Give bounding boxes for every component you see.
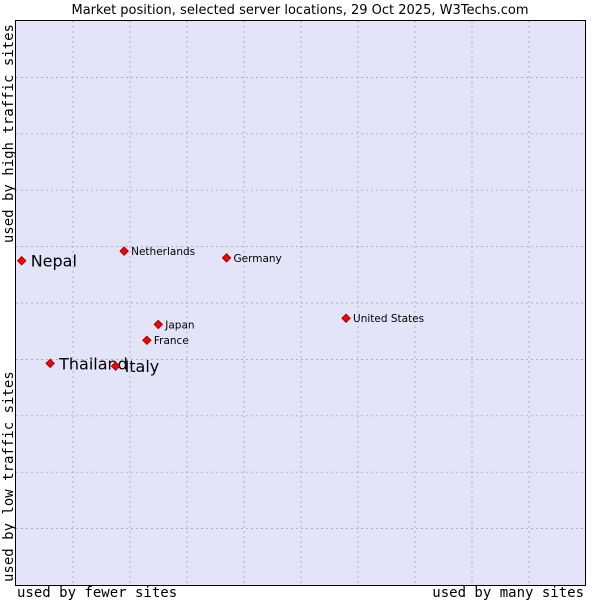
point-label-germany: Germany bbox=[234, 253, 282, 265]
point-marker-italy bbox=[110, 361, 121, 371]
point-label-netherlands: Netherlands bbox=[131, 246, 195, 258]
point-label-france: France bbox=[154, 335, 189, 347]
point-marker-netherlands bbox=[119, 246, 129, 256]
data-points: Nepal Netherlands Germany United States Japa… bbox=[16, 246, 424, 376]
point-label-italy: Italy bbox=[125, 357, 160, 376]
point-label-thailand: Thailand bbox=[58, 354, 128, 373]
point-marker-france bbox=[142, 335, 152, 345]
grid-lines bbox=[16, 21, 585, 585]
point-marker-nepal bbox=[16, 255, 27, 266]
point-marker-thailand bbox=[45, 358, 55, 369]
point-label-nepal: Nepal bbox=[31, 252, 77, 271]
y-axis-label-low: used by low traffic sites bbox=[1, 371, 17, 582]
x-axis-label-high: used by many sites bbox=[432, 585, 584, 600]
y-axis-label-high: used by high traffic sites bbox=[1, 24, 17, 243]
point-marker-united-states bbox=[341, 313, 351, 323]
point-label-united-states: United States bbox=[353, 313, 424, 325]
chart-title: Market position, selected server locatio… bbox=[71, 3, 528, 18]
point-label-japan: Japan bbox=[164, 319, 194, 331]
point-marker-germany bbox=[221, 253, 232, 263]
plot-area bbox=[15, 20, 586, 586]
point-marker-japan bbox=[153, 319, 164, 330]
x-axis-label-low: used by fewer sites bbox=[17, 585, 177, 600]
